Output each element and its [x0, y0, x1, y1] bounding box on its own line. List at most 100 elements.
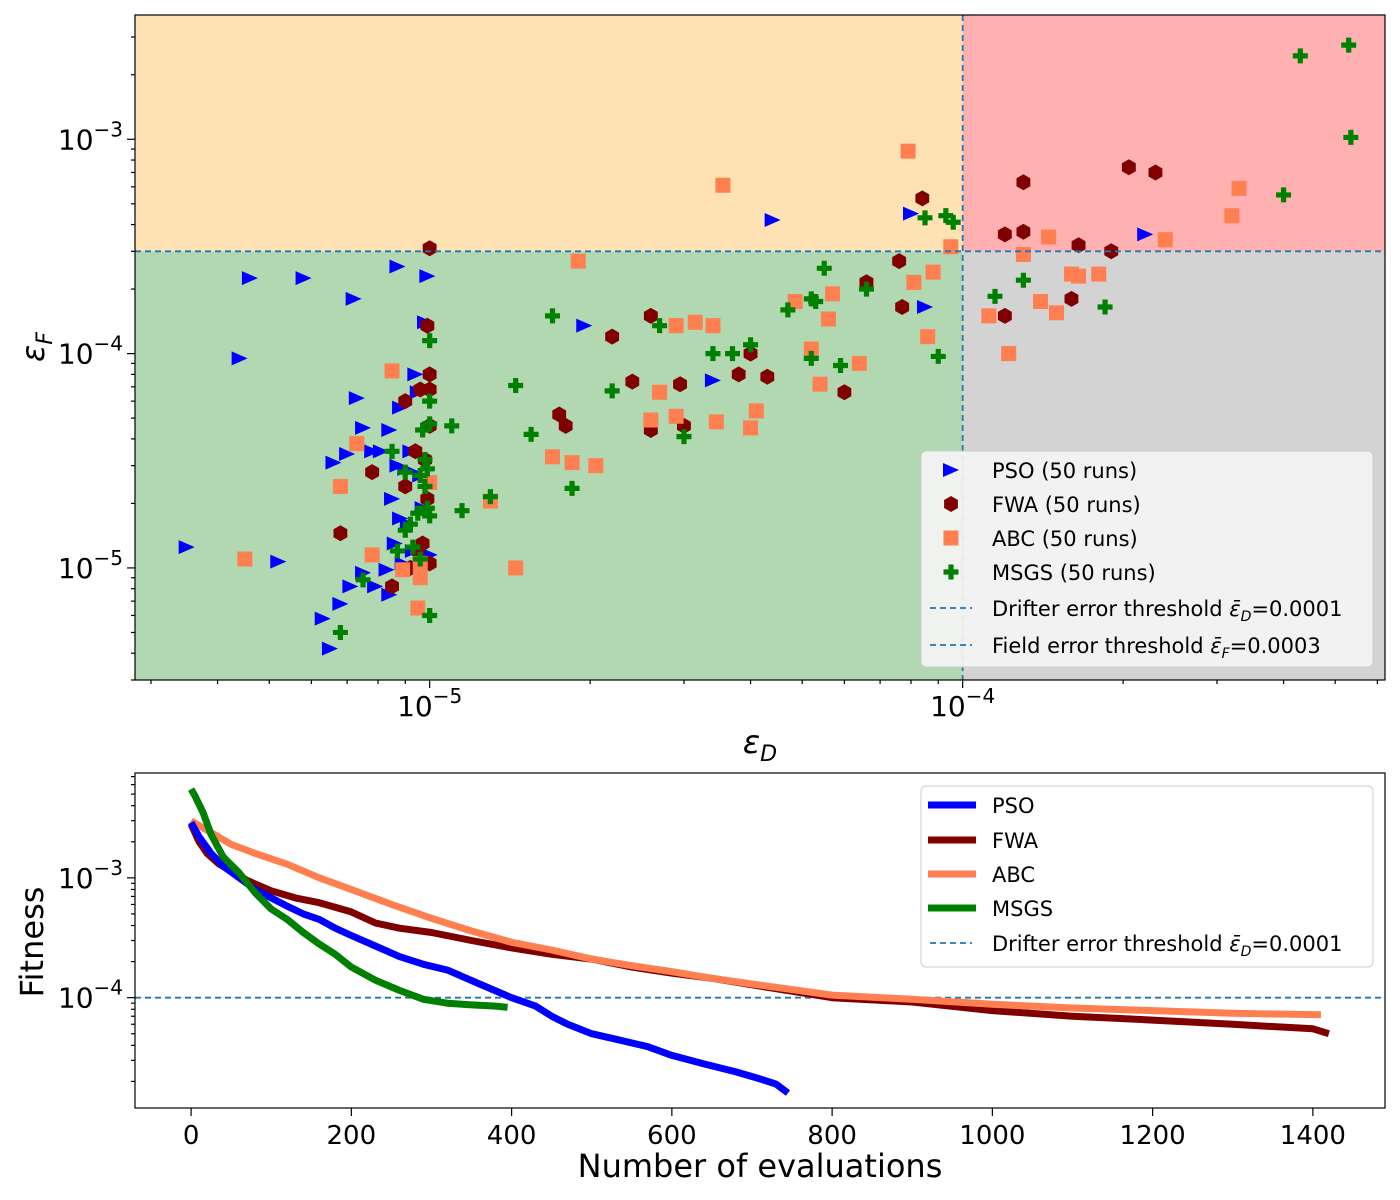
- point-msgs: [412, 551, 428, 567]
- point-abc: [652, 384, 668, 400]
- point-abc: [1071, 268, 1087, 284]
- point-fwa: [422, 366, 437, 383]
- point-msgs: [604, 383, 620, 399]
- point-fwa: [915, 190, 930, 207]
- fitness-y-tick-label: 10−3: [58, 856, 123, 895]
- point-msgs: [417, 478, 433, 494]
- point-pso: [1137, 227, 1154, 242]
- point-fwa: [643, 307, 658, 324]
- point-msgs: [422, 333, 438, 349]
- point-fwa: [420, 317, 435, 334]
- fitness-line-abc: [189, 817, 1321, 1019]
- point-abc: [1231, 180, 1247, 196]
- point-pso: [372, 444, 389, 459]
- point-fwa: [1064, 290, 1079, 307]
- region-top-right: [962, 15, 1385, 252]
- point-pso: [386, 536, 403, 551]
- point-abc: [588, 458, 604, 474]
- point-fwa: [1016, 174, 1031, 191]
- scatter-panel: 10−5 10−4 10−5 10−4 10−3 εD εF PSO (50 runs)…: [14, 14, 1386, 767]
- point-msgs: [482, 489, 498, 505]
- fitness-y-tick-label: 10−4: [58, 976, 123, 1015]
- point-fwa: [837, 384, 852, 401]
- point-pso: [325, 455, 342, 470]
- point-fwa: [997, 307, 1012, 324]
- point-pso: [332, 596, 349, 611]
- point-fwa: [731, 366, 746, 383]
- legend-label-msgs: MSGS (50 runs): [992, 561, 1156, 585]
- point-msgs: [945, 214, 961, 230]
- point-msgs: [422, 607, 438, 623]
- point-msgs: [816, 260, 832, 276]
- point-msgs: [454, 503, 470, 519]
- point-fwa: [385, 578, 399, 595]
- legend-label-abc: ABC (50 runs): [992, 527, 1138, 551]
- fitness-legend-label-abc: ABC: [992, 863, 1035, 887]
- scatter-frame: [134, 14, 1386, 681]
- fitness-x-axis-label: Number of evaluations: [578, 1147, 943, 1185]
- fitness-legend-label-fwa: FWA: [992, 829, 1039, 853]
- point-abc: [1157, 232, 1173, 248]
- point-fwa: [1071, 237, 1086, 254]
- fitness-x-tick-label: 400: [487, 1121, 537, 1151]
- point-pso: [321, 641, 338, 656]
- point-msgs: [422, 508, 438, 524]
- point-fwa: [760, 368, 775, 385]
- point-msgs: [405, 539, 421, 555]
- point-msgs: [858, 281, 874, 297]
- point-fwa: [673, 376, 687, 393]
- point-abc: [349, 436, 365, 452]
- series-pso: [178, 206, 1154, 656]
- point-fwa: [1016, 223, 1031, 240]
- point-abc: [395, 562, 411, 578]
- point-pso: [355, 420, 372, 435]
- point-fwa: [1104, 243, 1119, 260]
- point-abc: [1224, 208, 1240, 224]
- fitness-legend-label-pso: PSO: [992, 794, 1035, 818]
- fitness-legend: PSO FWA ABC MSGS Drifter error threshold…: [920, 785, 1374, 968]
- point-fwa: [1148, 164, 1163, 181]
- point-msgs: [725, 346, 741, 362]
- point-pso: [419, 269, 436, 284]
- point-msgs: [397, 464, 413, 480]
- point-msgs: [419, 500, 435, 516]
- point-fwa: [1121, 159, 1136, 176]
- point-abc: [668, 408, 684, 424]
- point-abc: [787, 294, 803, 310]
- point-abc: [981, 308, 997, 324]
- point-abc: [237, 551, 253, 567]
- point-abc: [508, 560, 524, 576]
- fitness-y-axis-label: Fitness: [13, 887, 51, 998]
- point-abc: [708, 414, 724, 430]
- scatter-legend-markers: [930, 463, 972, 646]
- point-pso: [576, 318, 593, 333]
- point-msgs: [1276, 187, 1292, 203]
- point-msgs: [808, 294, 824, 310]
- fitness-x-tick-label: 0: [183, 1121, 200, 1151]
- point-msgs: [1015, 272, 1031, 288]
- point-msgs: [938, 208, 954, 224]
- point-abc: [410, 600, 426, 616]
- x-tick-label: 10−5: [397, 684, 462, 723]
- scatter-points: [178, 37, 1359, 656]
- point-abc: [705, 318, 721, 334]
- point-abc: [900, 143, 916, 159]
- point-msgs: [444, 418, 460, 434]
- point-msgs: [803, 291, 819, 307]
- legend-marker: [943, 564, 959, 580]
- scatter-legend-frame: [920, 450, 1374, 668]
- point-pso: [378, 562, 395, 577]
- fitness-ticks: [127, 775, 1314, 1116]
- point-pso: [339, 447, 356, 462]
- point-msgs: [833, 357, 849, 373]
- point-pso: [764, 213, 781, 228]
- point-msgs: [422, 393, 438, 409]
- point-abc: [851, 355, 867, 371]
- point-abc: [1091, 266, 1107, 282]
- point-pso: [384, 491, 401, 506]
- point-abc: [825, 286, 841, 302]
- legend-label-drifter-threshold: Drifter error threshold ε̄D=0.0001: [992, 597, 1342, 625]
- point-msgs: [676, 429, 692, 445]
- point-pso: [178, 540, 195, 555]
